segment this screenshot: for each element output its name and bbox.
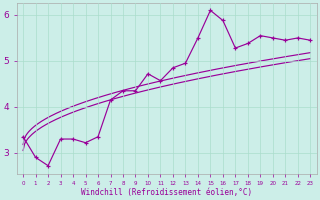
X-axis label: Windchill (Refroidissement éolien,°C): Windchill (Refroidissement éolien,°C) <box>81 188 252 197</box>
